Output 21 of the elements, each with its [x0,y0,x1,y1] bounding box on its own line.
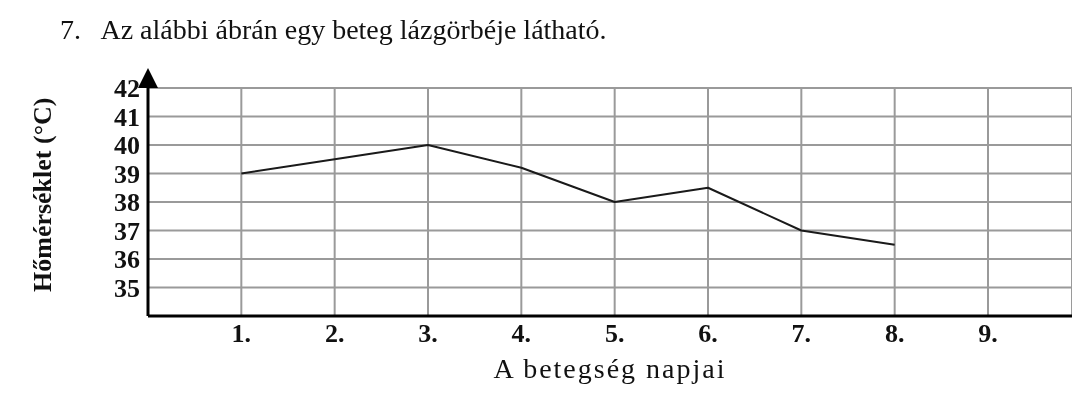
y-tick-label: 35 [114,273,140,303]
x-tick-label: 2. [324,319,345,349]
x-tick-label: 6. [698,319,718,349]
y-tick-label: 41 [114,102,140,132]
y-tick-label: 39 [114,159,140,189]
y-tick-label: 36 [114,245,140,275]
x-tick-label: 1. [231,319,252,349]
x-tick-label: 9. [978,319,998,349]
x-axis-title: A betegség napjai [493,353,727,384]
y-tick-label: 42 [114,74,140,104]
x-tick-label: 8. [884,319,905,349]
x-tick-label: 4. [511,319,532,349]
x-tick-label: 5. [604,319,625,349]
y-tick-label: 40 [114,131,140,161]
y-axis-title: Hőmérséklet (°C) [28,97,58,292]
y-tick-label: 37 [114,216,140,246]
line-series [240,144,896,246]
chart-title: 7. Az alábbi ábrán egy beteg lázgörbéje látható. [60,14,608,47]
x-tick-label: 7. [791,319,812,349]
x-tick-label: 3. [418,319,438,349]
y-tick-label: 38 [114,188,140,218]
